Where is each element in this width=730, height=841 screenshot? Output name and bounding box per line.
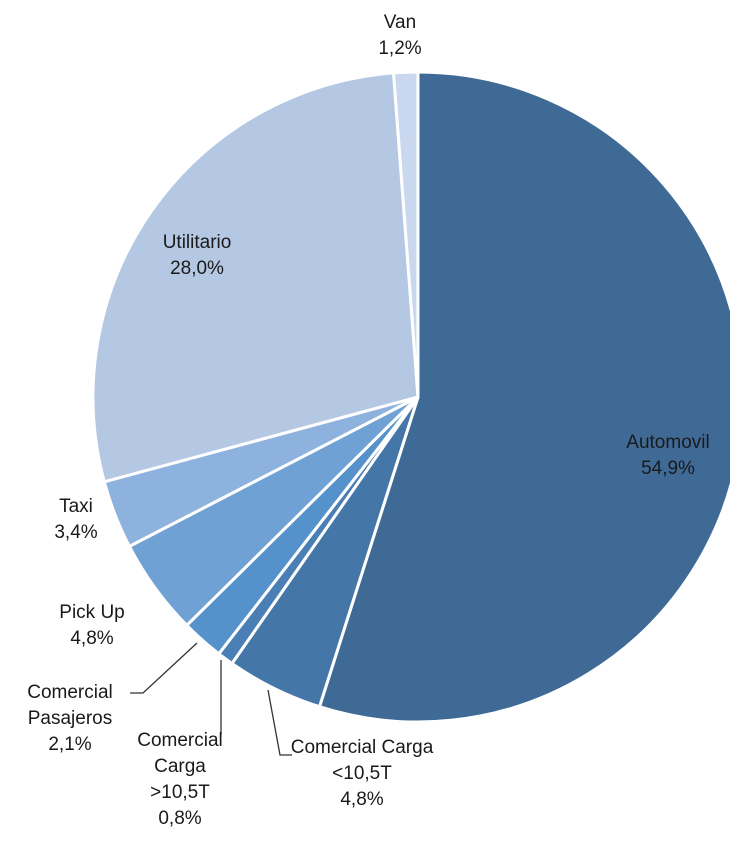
value-label: 1,2%	[378, 38, 422, 59]
leader-line	[130, 642, 198, 694]
value-label: 4,8%	[70, 628, 114, 649]
category-label: Automovil	[626, 432, 710, 453]
category-label: Van	[383, 12, 417, 33]
leader-line	[267, 689, 292, 756]
slice-label: Utilitario 28,0%	[132, 230, 262, 282]
pie-slice	[317, 70, 730, 724]
slice-label: Comercial Carga <10,5T 4,8%	[282, 735, 442, 813]
category-label: Taxi	[59, 496, 93, 517]
category-label: Comercial Pasajeros	[27, 682, 113, 729]
category-label: Comercial Carga >10,5T	[137, 730, 223, 803]
category-label: Pick Up	[59, 602, 125, 623]
value-label: 28,0%	[170, 258, 224, 279]
category-label: Comercial Carga <10,5T	[290, 737, 434, 784]
category-label: Utilitario	[162, 232, 232, 253]
slice-label: Taxi 3,4%	[36, 494, 116, 546]
slice-label: Comercial Carga >10,5T 0,8%	[130, 728, 230, 832]
slice-label: Van 1,2%	[360, 10, 440, 62]
slice-label: Comercial Pasajeros 2,1%	[10, 680, 130, 758]
slice-label: Automovil 54,9%	[603, 430, 730, 482]
pie-slice	[391, 70, 420, 398]
value-label: 3,4%	[54, 522, 98, 543]
value-label: 0,8%	[158, 808, 202, 829]
value-label: 54,9%	[641, 458, 695, 479]
value-label: 4,8%	[340, 789, 384, 810]
slice-label: Pick Up 4,8%	[42, 600, 142, 652]
pie-slice	[91, 71, 420, 484]
value-label: 2,1%	[48, 734, 92, 755]
